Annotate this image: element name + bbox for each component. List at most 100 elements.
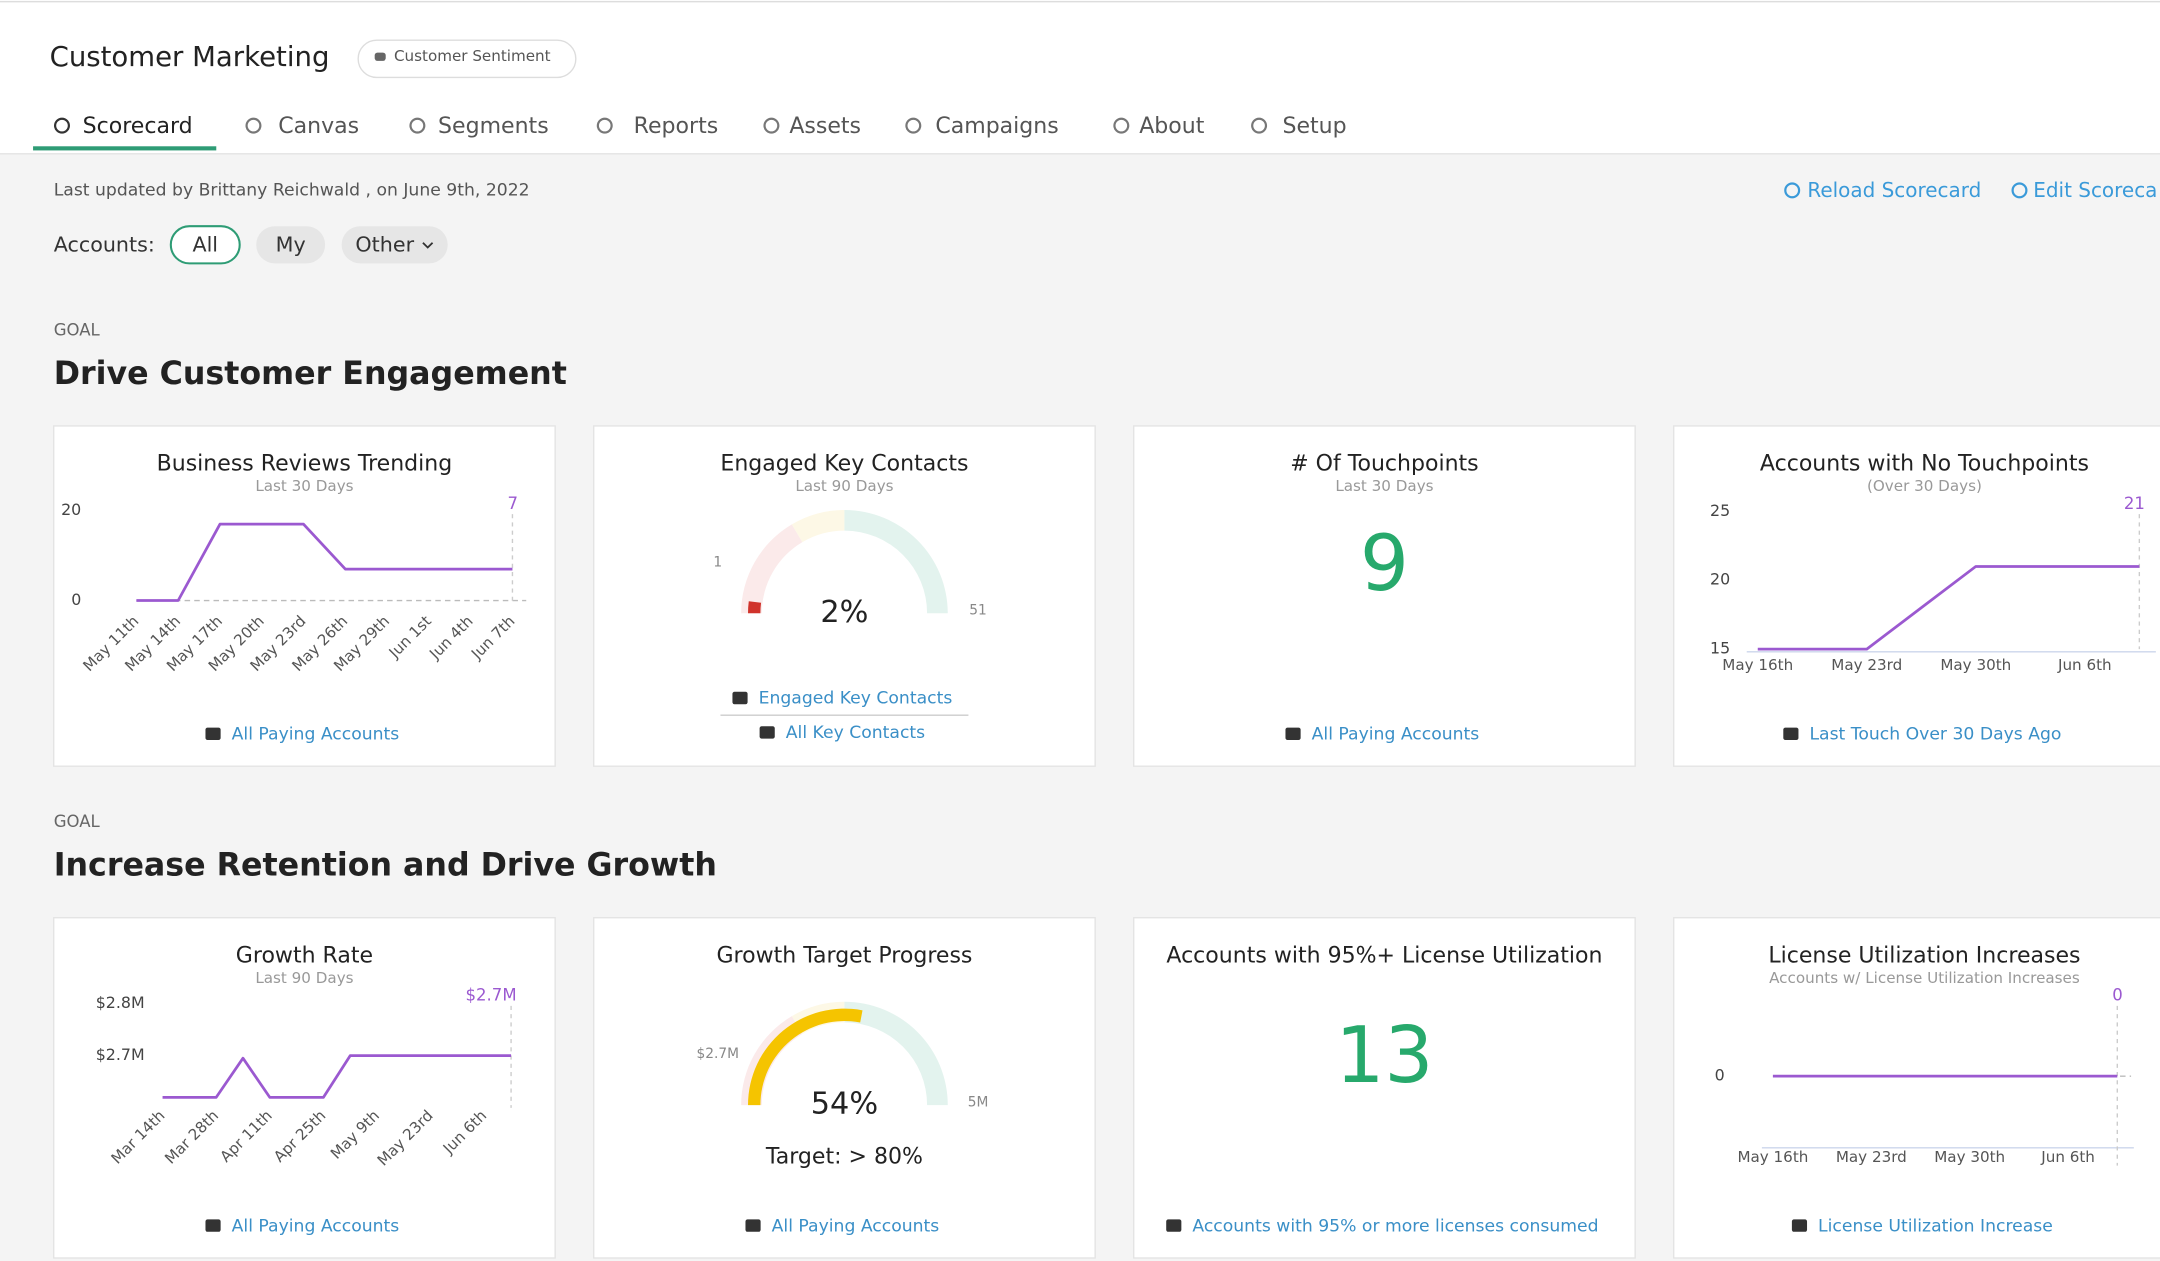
x-tick-label: May 23rd bbox=[1836, 1148, 1907, 1166]
account-filter[interactable] bbox=[169, 225, 241, 265]
account-filter-label[interactable]: Other bbox=[355, 232, 414, 256]
last-value-label: 7 bbox=[507, 494, 518, 513]
card-link[interactable]: All Key Contacts bbox=[786, 723, 925, 743]
card bbox=[53, 425, 556, 767]
action-link[interactable]: Edit Scoreca bbox=[2033, 178, 2157, 202]
card-subtitle: Last 90 Days bbox=[795, 477, 893, 495]
card bbox=[593, 917, 1096, 1259]
x-tick-label: Jun 6th bbox=[2040, 1148, 2095, 1166]
card-link[interactable]: All Paying Accounts bbox=[1312, 725, 1480, 745]
gauge-band bbox=[741, 524, 803, 614]
card-subtitle: Accounts w/ License Utilization Increase… bbox=[1769, 969, 2080, 987]
card-link[interactable]: License Utilization Increase bbox=[1818, 1216, 2053, 1236]
tab[interactable]: Setup bbox=[1283, 114, 1347, 139]
y-tick-label: 20 bbox=[1710, 570, 1730, 589]
tab-icon bbox=[1251, 117, 1268, 134]
goal-kicker: GOAL bbox=[54, 320, 101, 339]
link-icon bbox=[1791, 1219, 1808, 1232]
gauge-min: 1 bbox=[713, 554, 722, 570]
card bbox=[1673, 425, 2160, 767]
account-filter[interactable] bbox=[341, 226, 448, 264]
tab-icon bbox=[245, 117, 262, 134]
x-tick-label: May 23rd bbox=[1831, 656, 1902, 674]
tab[interactable]: Campaigns bbox=[935, 114, 1058, 139]
card-title: Engaged Key Contacts bbox=[720, 452, 968, 477]
goal-kicker: GOAL bbox=[54, 812, 101, 831]
y-tick-label: 0 bbox=[1715, 1066, 1725, 1085]
chevron bbox=[422, 242, 434, 249]
y-tick-label: 20 bbox=[61, 500, 81, 519]
link-icon bbox=[745, 1219, 761, 1232]
accounts-label: Accounts: bbox=[54, 232, 155, 256]
tab[interactable]: Reports bbox=[634, 114, 719, 139]
card bbox=[593, 425, 1096, 767]
card-link[interactable]: Engaged Key Contacts bbox=[759, 689, 953, 709]
gauge-band bbox=[844, 509, 948, 614]
card-title: Growth Target Progress bbox=[716, 943, 972, 968]
x-tick-label: May 16th bbox=[1737, 1148, 1808, 1166]
big-number: 9 bbox=[1360, 519, 1409, 609]
card-link[interactable]: Accounts with 95% or more licenses consu… bbox=[1192, 1216, 1598, 1236]
tab-icon bbox=[54, 117, 70, 134]
line-series bbox=[162, 1054, 512, 1099]
gauge-band bbox=[791, 509, 845, 543]
card-link[interactable]: All Paying Accounts bbox=[232, 1216, 400, 1236]
line-series bbox=[1757, 565, 2140, 651]
gauge-max: 51 bbox=[969, 603, 987, 619]
badge[interactable] bbox=[357, 39, 577, 79]
tab[interactable]: Canvas bbox=[278, 114, 359, 139]
card-title: Accounts with No Touchpoints bbox=[1760, 452, 2089, 477]
gauge-value-label: 2% bbox=[820, 595, 868, 630]
card-link[interactable]: All Paying Accounts bbox=[232, 725, 400, 745]
tab-icon bbox=[409, 117, 426, 134]
account-filter-label[interactable]: All bbox=[192, 232, 218, 256]
line-series bbox=[136, 522, 513, 602]
card-title: Growth Rate bbox=[236, 943, 373, 968]
account-filter-label[interactable]: My bbox=[276, 232, 306, 256]
tab[interactable]: Scorecard bbox=[83, 114, 193, 139]
badge-icon bbox=[374, 52, 386, 61]
tab[interactable]: Segments bbox=[438, 114, 549, 139]
card bbox=[1133, 425, 1636, 767]
x-tick-label: May 30th bbox=[1934, 1148, 2005, 1166]
link-icon bbox=[205, 727, 221, 741]
goal-title: Increase Retention and Drive Growth bbox=[54, 848, 717, 884]
last-value-label: $2.7M bbox=[466, 986, 517, 1005]
y-tick-label: 15 bbox=[1710, 639, 1730, 658]
tab-icon bbox=[1113, 117, 1130, 134]
y-tick-label: 0 bbox=[71, 590, 81, 609]
card-subtitle: Last 30 Days bbox=[1335, 477, 1433, 495]
card-link[interactable]: All Paying Accounts bbox=[772, 1216, 940, 1236]
link-icon bbox=[1166, 1219, 1182, 1232]
x-tick-label: May 30th bbox=[1940, 656, 2011, 674]
action-icon bbox=[2011, 182, 2028, 199]
x-tick-label: Jun 6th bbox=[2057, 656, 2112, 674]
action-link[interactable]: Reload Scorecard bbox=[1807, 178, 1981, 202]
card-title: License Utilization Increases bbox=[1768, 943, 2080, 968]
card-title: # Of Touchpoints bbox=[1290, 452, 1478, 477]
tab-icon bbox=[763, 117, 780, 134]
header-bg bbox=[0, 0, 2160, 155]
last-value-label: 21 bbox=[2124, 494, 2145, 513]
card bbox=[53, 917, 556, 1259]
tab-icon bbox=[596, 117, 613, 134]
tab[interactable]: About bbox=[1139, 114, 1204, 139]
gauge-min: $2.7M bbox=[696, 1046, 739, 1062]
goal-title: Drive Customer Engagement bbox=[54, 356, 567, 392]
card-link[interactable]: Last Touch Over 30 Days Ago bbox=[1809, 725, 2061, 745]
link-icon bbox=[759, 726, 775, 739]
card bbox=[1133, 917, 1636, 1259]
gauge-value bbox=[748, 601, 762, 614]
tab-icon bbox=[905, 117, 922, 134]
card bbox=[1673, 917, 2160, 1259]
card-title: Business Reviews Trending bbox=[157, 452, 453, 477]
badge-text[interactable]: Customer Sentiment bbox=[394, 47, 551, 65]
tab[interactable]: Assets bbox=[789, 114, 861, 139]
account-filter[interactable] bbox=[256, 226, 326, 264]
last-value-label: 0 bbox=[2112, 986, 2123, 1005]
link-icon bbox=[732, 691, 748, 705]
x-tick-label: May 16th bbox=[1722, 656, 1793, 674]
page-title: Customer Marketing bbox=[50, 41, 330, 73]
